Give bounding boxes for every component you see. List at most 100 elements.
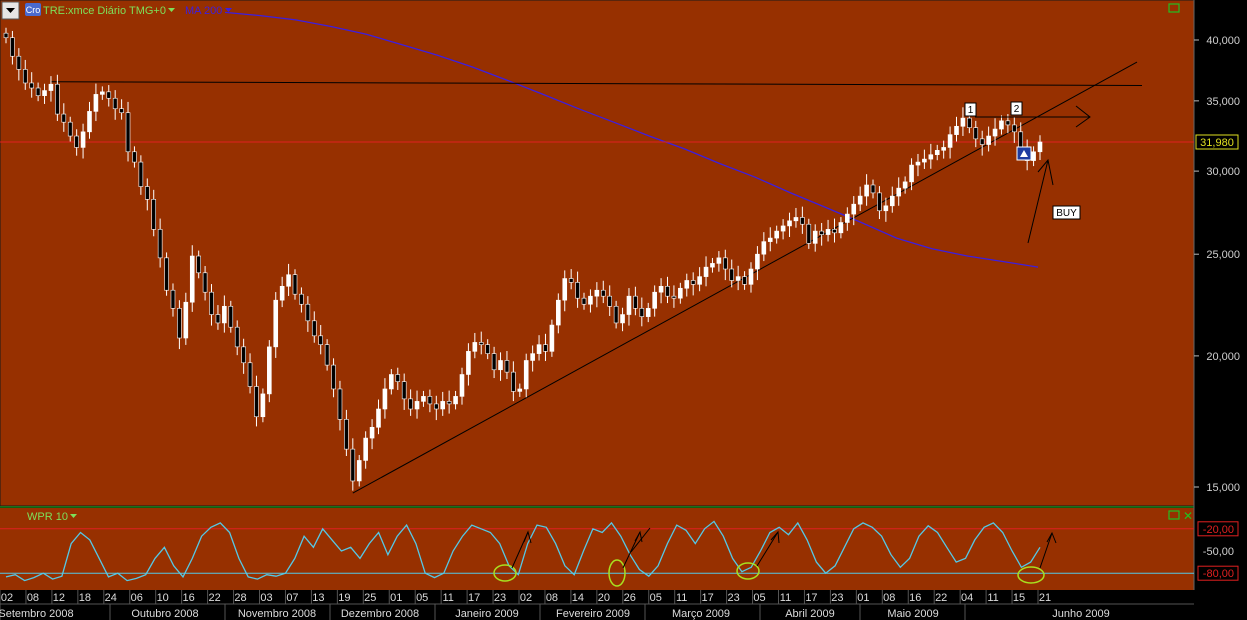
candle [960,107,966,136]
wpr-close-icon[interactable]: ✕ [1183,509,1193,523]
candle [491,346,497,379]
oversold-circle [736,562,760,580]
candle [941,140,946,159]
candle [594,282,600,308]
oversold-circle [608,559,626,587]
candle [401,373,407,410]
candle [896,177,902,206]
x-day-label: 12 [53,592,65,604]
symbol-dropdown-icon[interactable] [168,8,175,12]
x-day-label: 16 [183,592,195,604]
candle [93,83,99,122]
x-day-label: 11 [987,592,998,604]
x-day-label: 17 [702,592,714,604]
candle [363,431,368,469]
candle [414,390,420,419]
candle [825,219,831,242]
candle [658,278,664,304]
x-day-label: 08 [546,592,558,604]
buy-arrow [1027,159,1049,244]
x-day-label: 07 [286,592,298,604]
candle [42,83,47,104]
x-month-label: Dezembro 2008 [341,608,419,620]
candle [568,269,574,290]
symbol-label[interactable]: TRE:xmce Diário TMG+0 [43,5,166,17]
candle [389,369,394,395]
candle [433,395,439,421]
candle [273,292,279,358]
last-price-box [1195,134,1239,150]
wpr-level-box [1197,565,1239,581]
candle [710,257,715,273]
wpr-dropdown-icon[interactable] [70,514,77,518]
candle [902,176,908,194]
candle [748,262,754,293]
x-day-label: 28 [234,592,246,604]
wpr-label[interactable]: WPR 10 [27,511,68,523]
candle [446,390,452,414]
candle [164,252,169,296]
candle [427,389,433,413]
marker-1-label: 1 [968,105,974,116]
chevron-down-icon [6,8,15,13]
candle [453,390,458,410]
candle [170,283,176,317]
candle [806,218,812,249]
x-day-label: 01 [857,592,869,604]
candle [645,302,651,323]
candle [800,206,805,234]
candle [857,186,863,212]
candle [55,74,60,121]
candle [883,197,889,222]
candle [889,186,895,213]
candle [581,292,587,310]
ma-label[interactable]: MA 200 [185,5,222,17]
candle [87,101,92,139]
candle [408,389,413,416]
candle [523,353,529,398]
price-tick-label: 25,000 [1206,249,1240,261]
candle [909,158,914,191]
oversold-circle [493,564,517,582]
x-day-label: 22 [935,592,947,604]
candle [986,126,991,152]
candle [106,85,112,107]
candle [787,212,792,237]
candle [517,383,523,397]
candle [877,186,882,220]
candle [254,375,259,427]
candle [780,219,786,240]
candle [575,271,580,308]
buy-label: BUY [1056,208,1077,219]
x-day-label: 02 [520,592,532,604]
candle [247,353,253,394]
last-price-label: 31,980 [1200,137,1234,149]
candle [61,103,67,132]
wpr-maximize-icon[interactable] [1168,510,1180,520]
panel-maximize-icon[interactable] [1168,3,1180,13]
candle [504,351,510,380]
logo-badge [25,3,41,16]
candle [588,289,593,313]
x-month-label: Junho 2009 [1052,608,1110,620]
candle [279,276,285,308]
candle [125,101,131,162]
x-day-label: 10 [157,592,169,604]
x-day-label: 20 [598,592,610,604]
candle [177,300,182,350]
x-day-label: 04 [961,592,973,604]
candle [356,455,362,487]
x-month-label: Fevereiro 2009 [556,608,630,620]
candle [1031,146,1036,167]
candle [832,218,837,243]
candle [915,153,921,177]
candle [543,333,548,362]
candle [344,409,349,457]
candle [440,391,446,416]
candle [472,332,478,359]
candle [22,59,28,90]
ma-dropdown-icon[interactable] [225,8,232,12]
candle [562,270,568,312]
x-day-label: 15 [1013,592,1025,604]
candle [324,339,330,371]
